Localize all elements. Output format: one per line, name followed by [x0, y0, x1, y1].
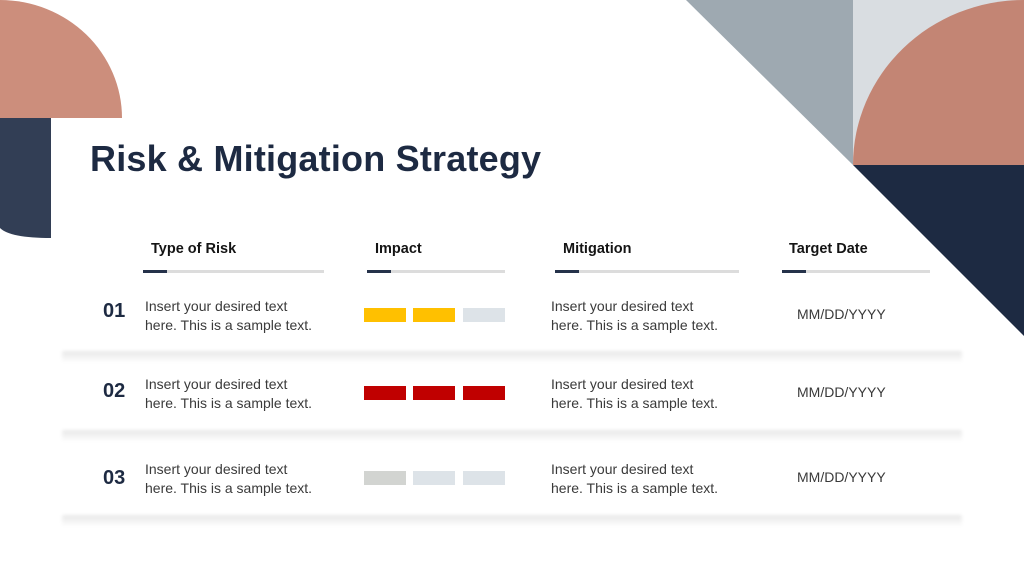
impact-bar	[413, 308, 455, 322]
row-divider	[62, 430, 962, 442]
row-number: 01	[103, 300, 126, 322]
row-divider	[62, 515, 962, 527]
header-underline-mitigation	[555, 270, 739, 273]
impact-bar	[364, 386, 406, 400]
row-divider	[62, 351, 962, 363]
top-right-salmon-arc	[853, 0, 1024, 165]
risk-type-text: Insert your desired text here. This is a…	[145, 298, 313, 333]
mitigation-text: Insert your desired text here. This is a…	[551, 461, 719, 496]
top-right-slate-triangle	[686, 0, 853, 165]
impact-bar	[413, 471, 455, 485]
row-number: 02	[103, 380, 126, 402]
top-left-salmon-arc	[0, 0, 122, 118]
impact-bar	[463, 308, 505, 322]
slide-title: Risk & Mitigation Strategy	[90, 138, 542, 179]
mitigation-text: Insert your desired text here. This is a…	[551, 298, 719, 333]
impact-bar	[463, 386, 505, 400]
target-date: MM/DD/YYYY	[797, 384, 886, 400]
header-target-date: Target Date	[789, 241, 868, 257]
risk-type-text: Insert your desired text here. This is a…	[145, 461, 313, 496]
risk-type-text: Insert your desired text here. This is a…	[145, 376, 313, 411]
top-left-navy-block	[0, 118, 51, 238]
impact-bar	[463, 471, 505, 485]
impact-bar	[413, 386, 455, 400]
impact-bar	[364, 471, 406, 485]
row-number: 03	[103, 467, 126, 489]
header-underline-impact	[367, 270, 505, 273]
header-mitigation: Mitigation	[563, 241, 632, 257]
target-date: MM/DD/YYYY	[797, 306, 886, 322]
header-underline-type	[143, 270, 324, 273]
header-underline-date	[782, 270, 930, 273]
header-type-of-risk: Type of Risk	[151, 241, 237, 257]
header-impact: Impact	[375, 241, 422, 257]
impact-bar	[364, 308, 406, 322]
target-date: MM/DD/YYYY	[797, 469, 886, 485]
top-right-light-block	[853, 0, 1024, 165]
mitigation-text: Insert your desired text here. This is a…	[551, 376, 719, 411]
